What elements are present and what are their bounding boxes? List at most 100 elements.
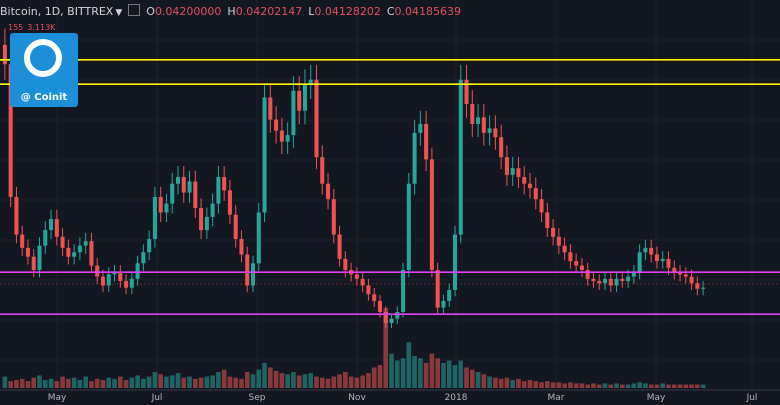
candle-body (476, 117, 481, 124)
volume-bar (625, 384, 631, 388)
volume-bar (331, 376, 337, 388)
volume-bar (400, 358, 406, 388)
volume-bar (596, 384, 602, 388)
candle-body (504, 157, 509, 175)
candle-body (556, 236, 561, 246)
candle-body (187, 181, 192, 193)
low-key: L (308, 5, 315, 18)
symbol-label[interactable]: Bitcoin, 1D, BITTREX (0, 5, 114, 18)
candle-body (279, 130, 284, 142)
candle-body (660, 258, 665, 262)
volume-bar (71, 377, 77, 388)
volume-bar (77, 380, 83, 388)
candle-body (597, 281, 602, 284)
volume-bar (614, 383, 619, 388)
candle-body (129, 278, 134, 288)
volume-bar (469, 369, 475, 388)
volume-bar (337, 374, 342, 388)
volume-bar (204, 376, 210, 388)
x-tick-label: Nov (348, 393, 366, 403)
volume-bar (54, 381, 60, 388)
volume-bar (458, 360, 464, 388)
candle-body (689, 276, 694, 284)
candle-body (112, 272, 117, 275)
candle-body (2, 44, 7, 65)
candle-body (239, 239, 244, 255)
candle-body (337, 234, 342, 259)
candle-body (60, 236, 65, 248)
x-tick-label: Mar (548, 393, 565, 403)
volume-bar (83, 376, 88, 388)
open-key: O (146, 5, 155, 18)
volume-bar (671, 384, 677, 388)
volume-bar (521, 381, 527, 388)
candle-body (37, 245, 42, 270)
volume-bar (487, 376, 492, 388)
volume-bar (446, 360, 452, 388)
volume-bar (689, 384, 694, 388)
candle-body (366, 285, 371, 295)
volume-bar (187, 376, 192, 388)
candle-body (20, 234, 25, 248)
candle-body (14, 196, 19, 235)
volume-bar (631, 383, 637, 388)
candle-body (406, 183, 411, 270)
x-tick-label: Jul (151, 393, 163, 403)
candle-body (562, 245, 567, 253)
volume-bar (325, 378, 331, 388)
candle-body (72, 252, 77, 257)
volume-bar (695, 384, 700, 388)
candle-body (372, 294, 377, 301)
volume-bar (66, 378, 71, 388)
chevron-down-icon[interactable]: ▼ (115, 8, 123, 18)
volume-bar (256, 369, 262, 388)
candle-body (672, 267, 677, 273)
volume-bar (648, 384, 654, 388)
volume-bar (568, 382, 573, 388)
volume-bar (314, 376, 319, 388)
candle-body (256, 212, 261, 264)
volume-bar (406, 342, 412, 388)
volume-bar (585, 384, 591, 388)
candle-body (464, 79, 469, 105)
candle-body (441, 300, 446, 308)
candle-body (66, 247, 71, 257)
volume-bar (377, 365, 383, 388)
horizontal-levels (0, 59, 780, 316)
candle-body (424, 123, 429, 160)
volume-bar (591, 383, 596, 388)
volume-bar (319, 377, 325, 388)
candle-body (510, 168, 515, 175)
high-value: 0.04202147 (235, 5, 303, 18)
volume-bar (291, 372, 296, 388)
candle-body (654, 254, 659, 262)
candle-body (268, 97, 273, 120)
candle-body (343, 258, 348, 270)
volume-bar (637, 382, 642, 388)
volume-bar (2, 376, 8, 388)
candle-body (695, 283, 700, 289)
volume-bar (435, 358, 440, 388)
candle-body (331, 199, 336, 235)
candle-body (141, 252, 146, 264)
toggle-box-icon[interactable] (128, 4, 141, 16)
volume-bar (216, 372, 221, 388)
candle-body (43, 230, 48, 246)
volume-bar (660, 383, 666, 388)
candle-body (250, 263, 256, 286)
volume-bar (158, 374, 163, 388)
volume-bar (193, 378, 198, 388)
candlesticks (2, 28, 706, 329)
candle-body (147, 239, 152, 253)
volume-bar (112, 378, 117, 388)
volume-bar (25, 381, 31, 388)
volume-bar (579, 383, 585, 388)
candle-body (124, 281, 129, 288)
candle-body (626, 276, 631, 282)
candle-body (487, 128, 492, 133)
candle-body (683, 274, 688, 277)
volume-bar (423, 362, 429, 388)
volume-value: 3.113K (27, 23, 56, 32)
candle-body (89, 241, 94, 266)
